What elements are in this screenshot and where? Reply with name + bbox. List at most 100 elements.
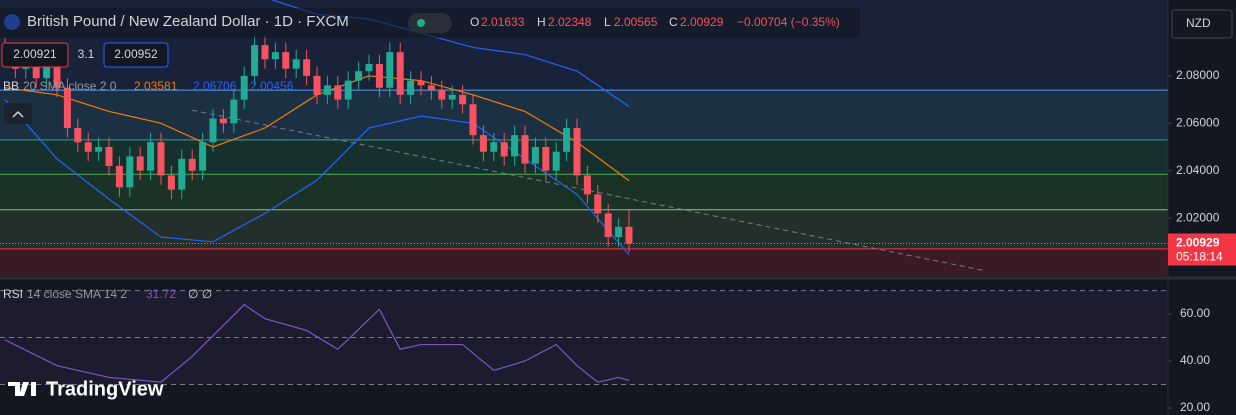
candle-body: [500, 142, 508, 157]
change: −0.00704 (−0.35%): [737, 15, 840, 29]
ask-box[interactable]: [103, 42, 169, 68]
bb-upper-value: 2.06706: [193, 79, 237, 93]
rsi-pane: [0, 290, 1168, 385]
bb-label: BB: [3, 79, 19, 93]
bid-box[interactable]: [1, 42, 69, 68]
last-price-box: [1168, 233, 1236, 266]
candle-body: [355, 71, 363, 81]
candle-body: [126, 156, 134, 188]
candle-body: [157, 142, 165, 176]
last-price: 2.00929: [1176, 236, 1220, 250]
candle-body: [396, 52, 404, 95]
candle-body: [344, 80, 352, 100]
candle-body: [323, 85, 331, 95]
candle-body: [209, 118, 217, 143]
candle-body: [552, 151, 560, 171]
price-axis: 2.08000 2.06000 2.04000 2.02000 60.00 40.00 20…: [1168, 68, 1220, 414]
candle-body: [303, 59, 311, 76]
ask: 2.00952: [114, 47, 158, 61]
collapse-button[interactable]: [4, 103, 32, 124]
y-tick-label: 2.06000: [1176, 115, 1220, 129]
candle-body: [230, 99, 238, 124]
candle-body: [271, 52, 279, 60]
candle-body: [594, 194, 602, 214]
price-pane: [0, 0, 1168, 276]
candle-body: [417, 80, 425, 86]
candle-body: [334, 85, 342, 100]
y-tick-label: 2.02000: [1176, 210, 1220, 224]
candle-body: [563, 128, 571, 152]
candle-body: [136, 156, 144, 171]
candle-body: [479, 135, 487, 152]
candle-body: [199, 142, 207, 171]
h-value: 2.02348: [548, 15, 592, 29]
rsi-value: 31.72: [146, 287, 176, 301]
y-tick-label: 2.08000: [1176, 68, 1220, 82]
bb-middle-value: 2.03581: [134, 79, 178, 93]
status-pill[interactable]: [408, 13, 452, 33]
candle-body: [251, 45, 259, 76]
rsi-tick-label: 60.00: [1180, 306, 1210, 320]
candle-body: [448, 94, 456, 100]
rsi-tick-label: 20.00: [1180, 400, 1210, 414]
candle-body: [63, 87, 71, 129]
flag-icon: [4, 14, 20, 30]
l-value: 2.00565: [614, 15, 658, 29]
candle-body: [427, 85, 435, 91]
candle-body: [84, 142, 92, 152]
candle-body: [459, 94, 467, 105]
candle-body: [615, 226, 623, 238]
candle-body: [511, 135, 519, 157]
spread: 3.1: [78, 47, 95, 61]
candle-body: [74, 128, 82, 143]
candle-body: [147, 142, 155, 171]
rsi-line: [4, 303, 630, 383]
c-label: C: [669, 15, 678, 29]
candle-body: [375, 64, 383, 88]
symbol-title: British Pound / New Zealand Dollar · 1D …: [27, 13, 349, 30]
zone: [0, 139, 1168, 175]
l-label: L: [604, 15, 611, 29]
candle-body: [521, 135, 529, 164]
candle-body: [188, 158, 196, 171]
zone: [0, 209, 1168, 249]
candle-body: [53, 64, 61, 88]
candle-body: [167, 175, 175, 190]
zone: [0, 248, 1168, 276]
bb-params: 20 SMA close 2 0: [23, 79, 117, 93]
zone: [0, 90, 1168, 140]
status-dot: [417, 19, 425, 27]
o-value: 2.01633: [481, 15, 525, 29]
rsi-extra: ∅ ∅: [188, 287, 212, 301]
o-label: O: [470, 15, 479, 29]
candle-body: [407, 80, 415, 95]
c-value: 2.00929: [680, 15, 724, 29]
candle-body: [531, 146, 539, 164]
candle-body: [292, 59, 300, 69]
candle-body: [105, 146, 113, 166]
chevron-icon: [12, 110, 24, 118]
countdown: 05:18:14: [1176, 250, 1223, 264]
candle-body: [43, 64, 51, 79]
bid: 2.00921: [13, 47, 57, 61]
candle-body: [490, 142, 498, 152]
candle-body: [625, 226, 633, 244]
candle-body: [313, 75, 321, 95]
logo-icon: [8, 382, 36, 396]
rsi-label: RSI: [3, 287, 23, 301]
candle-body: [542, 146, 550, 171]
candle-body: [469, 104, 477, 136]
h-label: H: [537, 15, 546, 29]
candle-body: [115, 165, 123, 188]
candle-body: [95, 146, 103, 152]
candle-body: [365, 64, 373, 72]
rsi-params: 14 close SMA 14 2: [27, 287, 127, 301]
candle-body: [219, 118, 227, 124]
candle-body: [282, 52, 290, 69]
currency: NZD: [1186, 16, 1211, 30]
currency-button[interactable]: [1171, 9, 1233, 39]
candle-body: [604, 213, 612, 238]
